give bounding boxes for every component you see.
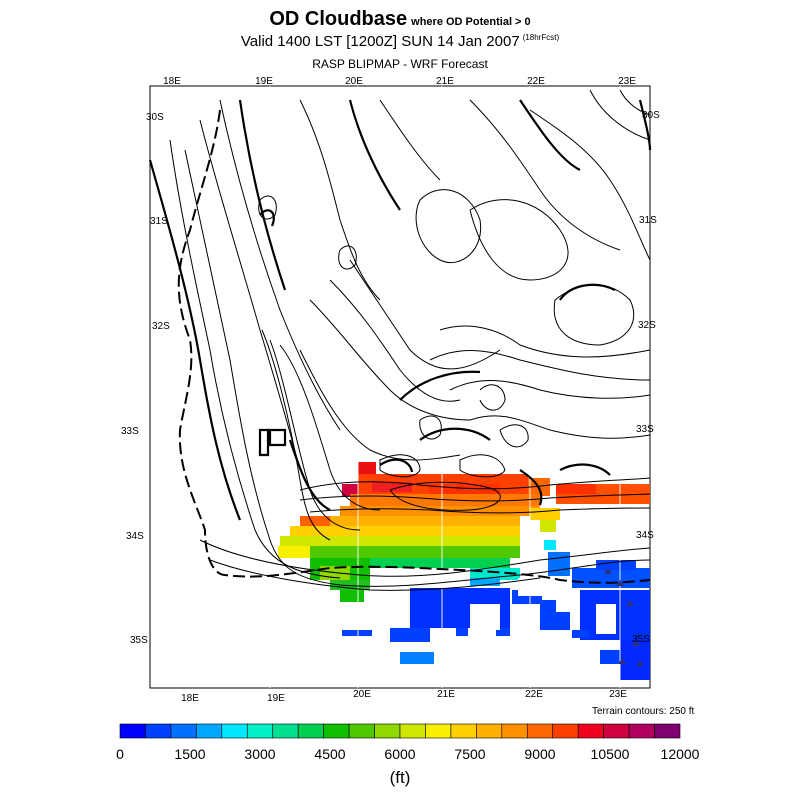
colorbar-swatch [603,723,630,739]
colorbar-swatch [526,723,554,739]
lon-label-top: 18E [163,76,181,87]
colorbar-swatch [628,723,655,739]
colorbar-ticks: 0 1500 3000 4500 6000 7500 9000 10500 12000 [116,746,700,762]
colorbar-swatch [501,723,528,739]
colorbar-tick-label: 3000 [244,746,275,762]
valid-time-line: Valid 1400 LST [1200Z] SUN 14 Jan 2007 (1… [0,33,800,50]
colorbar-swatch [246,723,274,739]
lat-label-right: 31S [639,215,657,226]
colorbar-swatch [297,723,324,739]
valid-time-text: Valid 1400 LST [1200Z] SUN 14 Jan 2007 [240,33,520,50]
lat-labels-right: 30S 31S 32S 33S 34S 35S [632,110,660,645]
colorbar-tick-label: 0 [116,746,124,762]
colorbar-tick-label: 6000 [384,746,415,762]
lat-label-right: 34S [636,530,654,541]
title-text: OD Cloudbase [269,8,408,30]
map-frame [149,85,651,689]
lat-label-left: 30S [146,112,164,123]
colorbar-tick-label: 1500 [174,746,205,762]
lon-label-top: 19E [255,76,273,87]
colorbar-tick-label: 7500 [454,746,485,762]
colorbar-swatch [145,723,172,739]
colorbar-swatch [577,723,604,739]
colorbar-swatch [425,723,452,739]
marker-triangles [604,568,644,666]
colorbar [119,723,681,739]
colorbar-swatch [374,723,401,739]
forecast-hours: (18hrFcst) [522,33,560,42]
lat-label-left: 33S [121,426,139,437]
colorbar-swatch [221,723,248,739]
lon-label-bottom: 20E [353,689,371,700]
colorbar-swatch [450,723,477,739]
colorbar-swatch [552,723,579,739]
lon-labels-bottom: 18E 19E 20E 21E 22E 23E [181,689,627,704]
colorbar-tick-label: 10500 [591,746,630,762]
lat-label-right: 32S [638,320,656,331]
colorbar-tick-label: 12000 [661,746,700,762]
colorbar-swatch [170,723,197,739]
coastline [177,109,651,584]
model-line: RASP BLIPMAP - WRF Forecast [312,57,488,71]
lat-label-left: 34S [126,531,144,542]
lon-label-bottom: 22E [525,689,543,700]
lat-label-right: 30S [642,110,660,121]
lon-label-top: 23E [618,76,636,87]
colorbar-swatch [196,723,223,739]
colorbar-swatch [348,723,375,739]
title-qualifier: where OD Potential > 0 [411,16,531,28]
colorbar-tick-label: 9000 [524,746,555,762]
colorbar-swatch [654,723,681,739]
colorbar-swatch [323,723,350,739]
lat-label-right: 33S [636,424,654,435]
colorbar-swatch [119,723,146,739]
colorbar-swatch [476,723,503,739]
colorbar-tick-label: 4500 [314,746,345,762]
lon-label-bottom: 23E [609,689,627,700]
lon-labels-top: 18E 19E 20E 21E 22E 23E [163,76,636,87]
colorbar-swatch [272,723,299,739]
colorbar-units: (ft) [389,768,411,787]
terrain-contours [169,89,651,591]
lon-label-top: 22E [527,76,545,87]
colorbar-swatch [399,723,426,739]
lat-labels-left: 30S 31S 32S 33S 34S 35S [121,112,170,646]
lon-label-top: 20E [345,76,363,87]
lat-label-right: 35S [632,634,650,645]
lon-label-bottom: 19E [267,693,285,704]
terrain-note: Terrain contours: 250 ft [592,706,695,717]
lon-label-bottom: 21E [437,689,455,700]
lat-label-left: 35S [130,635,148,646]
lat-label-left: 31S [150,216,168,227]
lon-label-top: 21E [436,76,454,87]
lat-label-left: 32S [152,321,170,332]
lon-label-bottom: 18E [181,693,199,704]
major-contours [148,99,652,521]
map-title: OD Cloudbase where OD Potential > 0 [0,8,800,31]
